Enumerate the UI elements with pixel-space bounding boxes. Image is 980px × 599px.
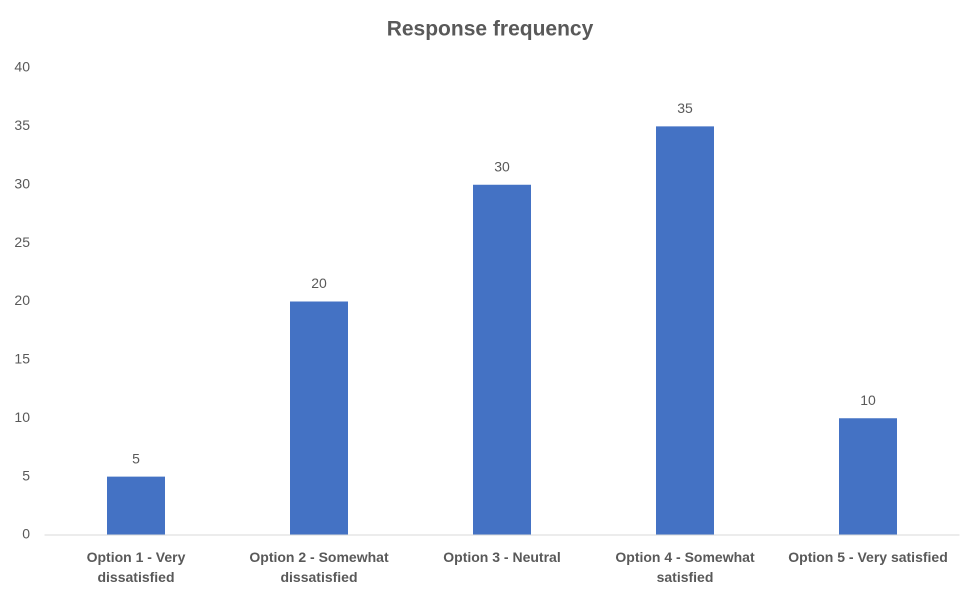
y-tick-label: 15 [14,351,30,367]
bar [107,476,165,535]
x-tick-label: Option 3 - Neutral [443,549,561,565]
x-tick-label: Option 2 - Somewhat dissatisfied [249,549,389,585]
x-tick-label: Option 5 - Very satisfied [788,549,948,565]
data-label: 5 [132,450,140,466]
bar [839,418,897,535]
data-label: 30 [494,158,510,174]
data-label: 35 [677,100,693,116]
y-tick-label: 10 [14,409,30,425]
y-tick-label: 5 [22,467,30,483]
y-tick-label: 40 [14,59,30,75]
data-label: 10 [860,392,876,408]
y-tick-label: 25 [14,234,30,250]
y-tick-label: 35 [14,117,30,133]
y-tick-label: 30 [14,175,30,191]
x-tick-label: Option 1 - Very dissatisfied [86,549,186,585]
chart-title: Response frequency [387,18,594,41]
x-tick-label: Option 4 - Somewhat satisfied [615,549,755,585]
data-label: 20 [311,275,327,291]
bar [656,126,714,535]
y-tick-label: 20 [14,292,30,308]
bar [290,301,348,535]
bar [473,184,531,535]
y-tick-label: 0 [22,526,30,542]
